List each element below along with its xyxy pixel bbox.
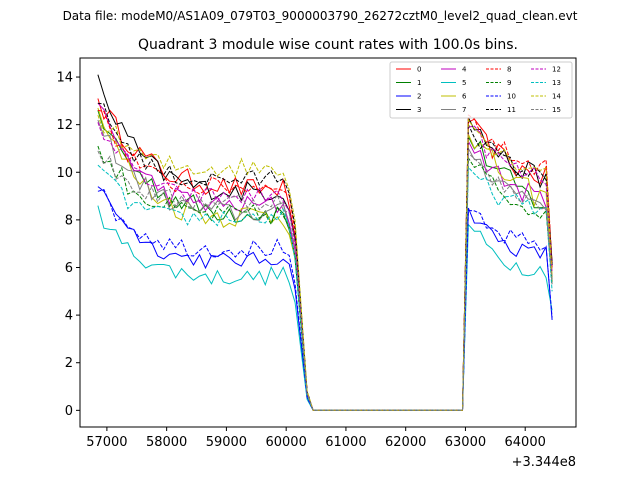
x-offset-label: +3.344e8 [512, 455, 576, 470]
series-12-line [97, 122, 553, 411]
series-9-line [97, 145, 553, 411]
legend-label-2: 2 [417, 93, 421, 101]
series-1-line [97, 110, 553, 411]
legend-label-12: 12 [552, 66, 561, 74]
x-tick-label: 64000 [505, 435, 546, 450]
y-tick-label: 6 [65, 261, 73, 276]
x-tick-label: 60000 [265, 435, 306, 450]
legend-label-13: 13 [552, 79, 561, 87]
legend-label-7: 7 [462, 106, 466, 114]
y-tick-label: 12 [56, 118, 73, 133]
legend-label-8: 8 [507, 66, 511, 74]
y-tick-label: 0 [65, 404, 73, 419]
y-tick-label: 8 [65, 213, 73, 228]
plot-area [97, 74, 553, 411]
series-2-line [97, 186, 553, 411]
legend-label-9: 9 [507, 79, 511, 87]
series-15-line [97, 150, 553, 411]
legend-label-3: 3 [417, 106, 421, 114]
y-tick-label: 2 [65, 356, 73, 371]
legend-label-10: 10 [507, 93, 516, 101]
series-13-line [97, 164, 553, 411]
series-14-line [97, 114, 553, 411]
x-tick-label: 62000 [385, 435, 426, 450]
series-0-line [97, 98, 553, 411]
x-tick-label: 63000 [445, 435, 486, 450]
axes-frame [79, 57, 577, 428]
series-6-line [97, 107, 553, 411]
legend-label-11: 11 [507, 106, 516, 114]
legend-label-1: 1 [417, 79, 421, 87]
legend-box [389, 61, 573, 119]
legend-label-15: 15 [552, 106, 561, 114]
legend-label-4: 4 [462, 66, 467, 74]
legend-label-0: 0 [417, 66, 421, 74]
legend-label-6: 6 [462, 93, 467, 101]
x-tick-label: 57000 [86, 435, 127, 450]
legend-label-14: 14 [552, 93, 561, 101]
legend-label-5: 5 [462, 79, 466, 87]
x-tick-label: 61000 [325, 435, 366, 450]
y-tick-label: 14 [56, 71, 73, 86]
y-tick-label: 4 [65, 309, 73, 324]
series-3-line [97, 74, 553, 411]
y-tick-label: 10 [56, 166, 73, 181]
x-tick-label: 59000 [206, 435, 247, 450]
series-10-line [97, 189, 553, 411]
series-5-line [97, 205, 553, 411]
chart-title: Quadrant 3 module wise count rates with … [138, 37, 518, 53]
data-file-suptitle: Data file: modeM0/AS1A09_079T03_90000037… [63, 9, 578, 23]
x-tick-label: 58000 [146, 435, 187, 450]
